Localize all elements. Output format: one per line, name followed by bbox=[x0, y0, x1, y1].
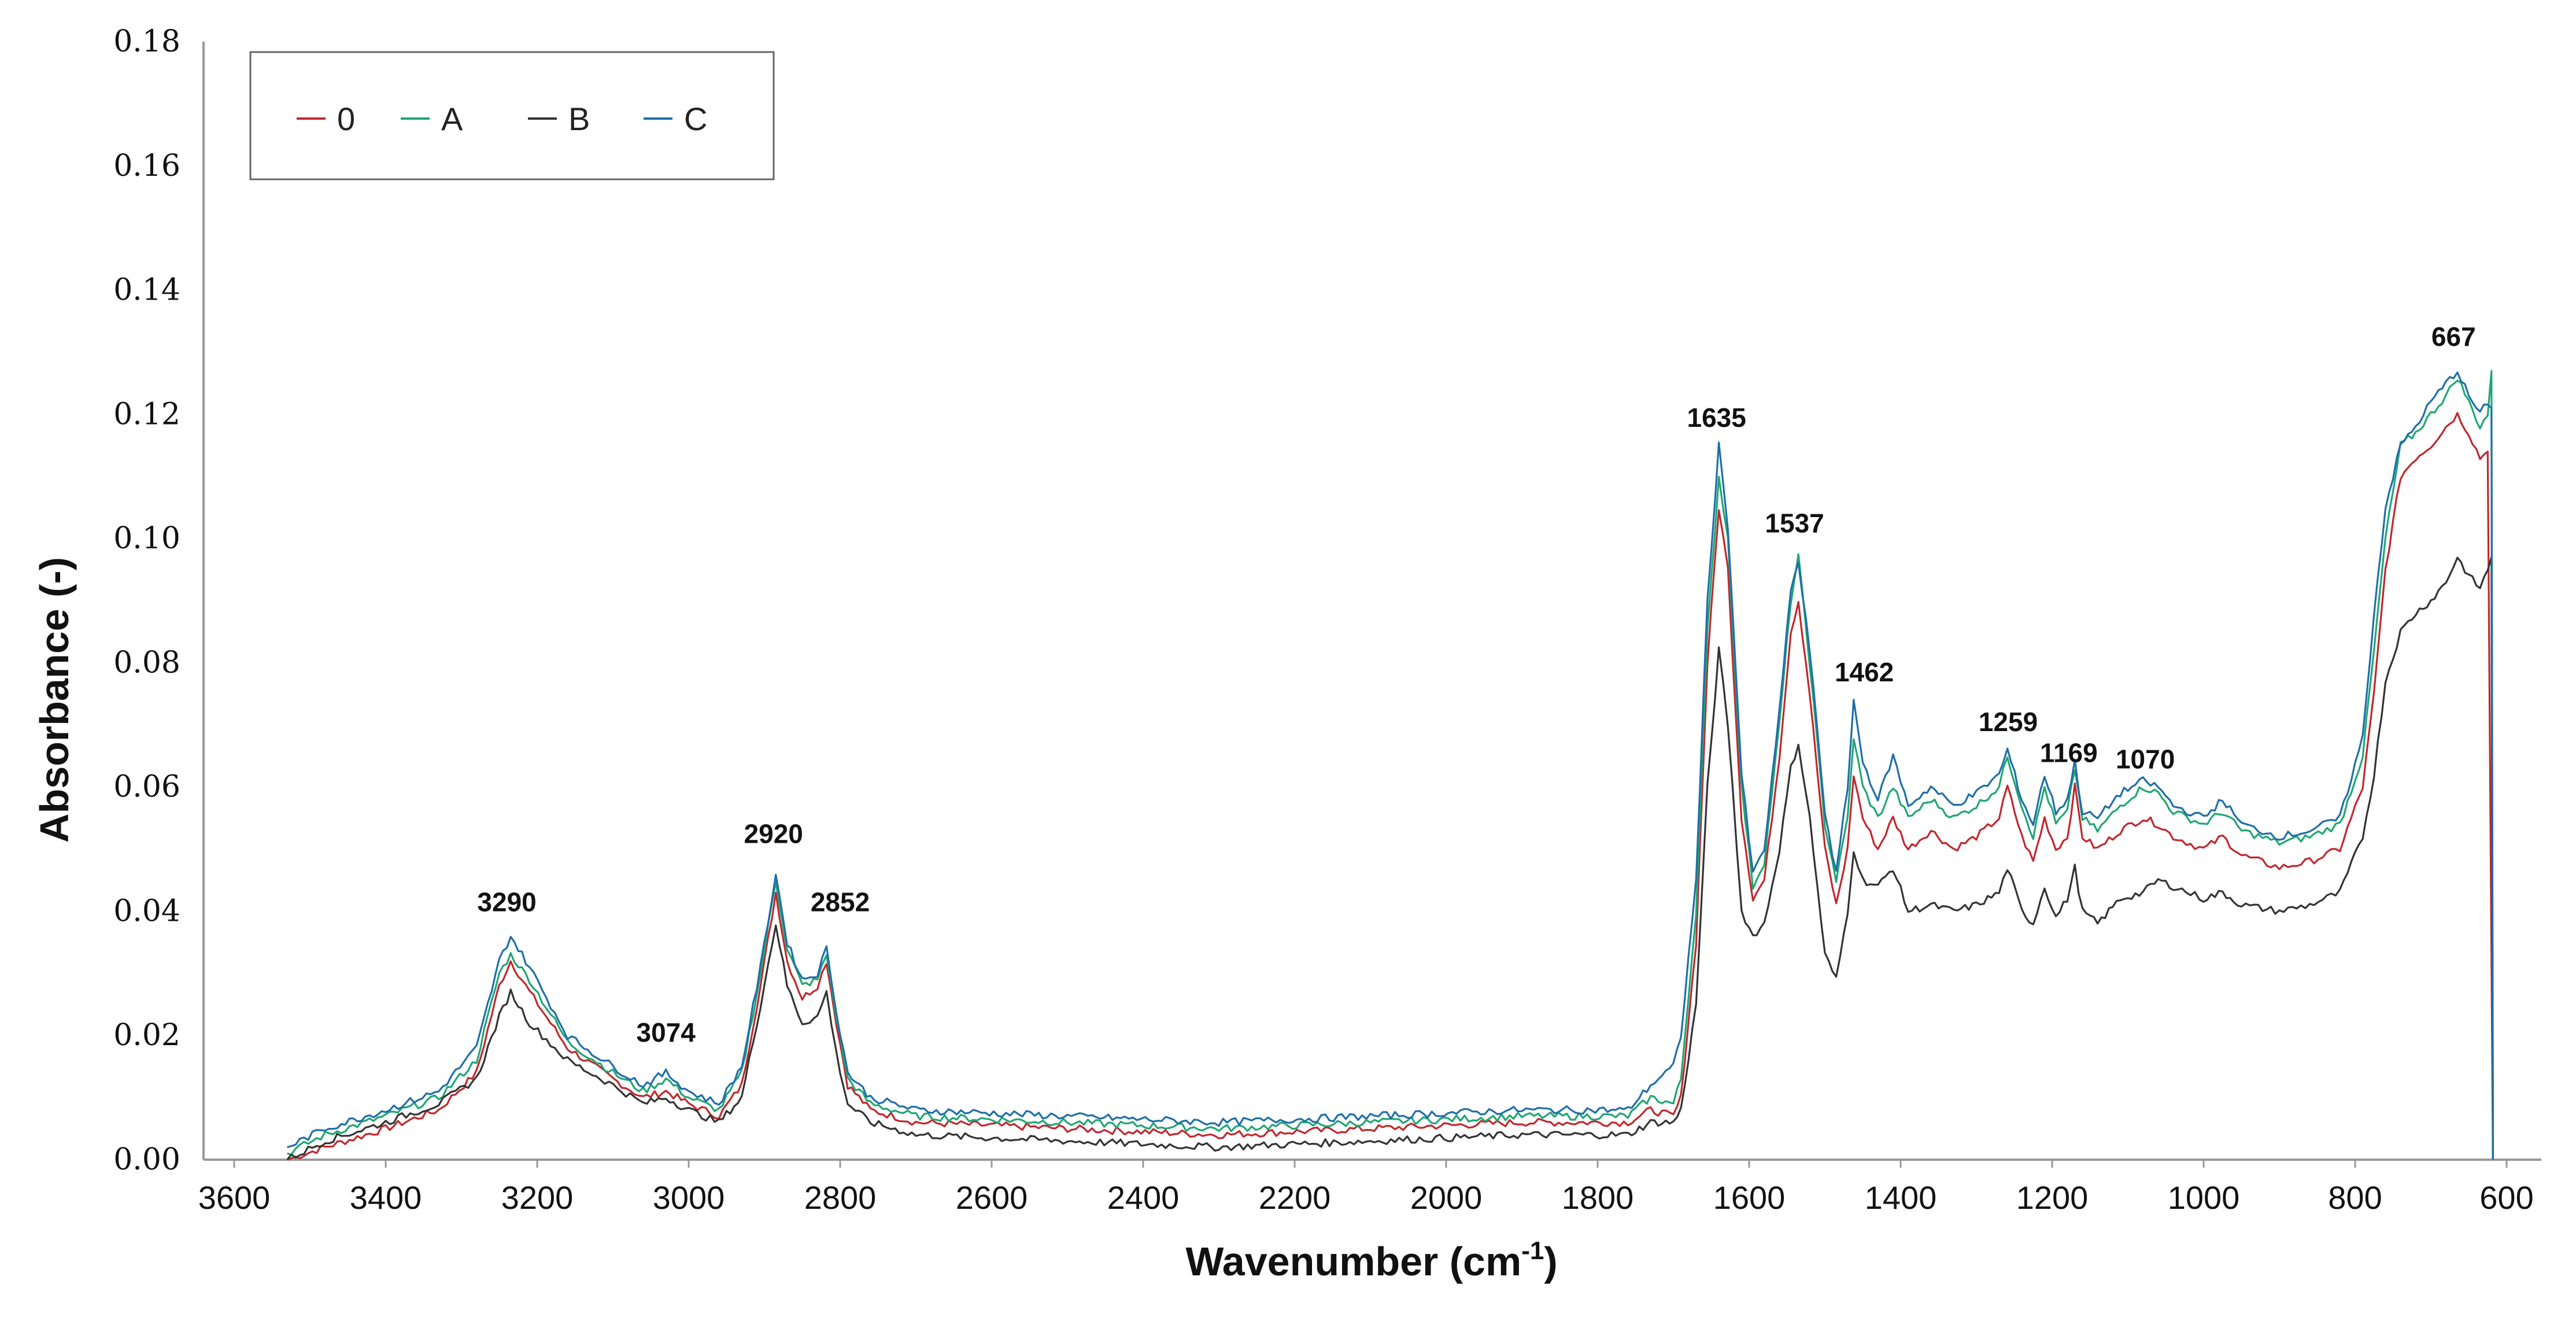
x-tick-label: 3600 bbox=[198, 1179, 271, 1216]
legend-label-C: C bbox=[684, 101, 707, 137]
x-tick-label: 3200 bbox=[501, 1179, 574, 1216]
peak-label: 1259 bbox=[1979, 707, 2038, 737]
x-tick-label: 3400 bbox=[350, 1179, 422, 1216]
x-tick-label: 2800 bbox=[804, 1179, 877, 1216]
x-axis-title-superscript: -1 bbox=[1521, 1237, 1544, 1265]
legend-label-A: A bbox=[441, 101, 463, 137]
x-tick-label: 2200 bbox=[1259, 1179, 1331, 1216]
peak-label: 1635 bbox=[1687, 403, 1746, 433]
y-tick-label: 0.14 bbox=[113, 273, 180, 308]
y-tick-label: 0.00 bbox=[113, 1142, 180, 1177]
x-tick-label: 2000 bbox=[1410, 1179, 1483, 1216]
y-tick-label: 0.04 bbox=[113, 894, 180, 928]
y-tick-label: 0.16 bbox=[113, 149, 180, 183]
peak-label: 2920 bbox=[744, 818, 803, 849]
y-tick-label: 0.18 bbox=[113, 24, 180, 59]
series-line-A bbox=[287, 370, 2494, 1160]
x-tick-label: 1200 bbox=[2016, 1179, 2089, 1216]
x-tick-label: 1800 bbox=[1562, 1179, 1634, 1216]
y-tick-label: 0.12 bbox=[113, 397, 180, 431]
x-tick-label: 600 bbox=[2479, 1179, 2533, 1216]
x-tick-label: 800 bbox=[2328, 1179, 2382, 1216]
series-line-C bbox=[287, 371, 2494, 1160]
peak-label: 3290 bbox=[477, 887, 536, 917]
x-axis-title-main: Wavenumber (cm bbox=[1185, 1239, 1521, 1284]
y-tick-label: 0.06 bbox=[113, 770, 180, 805]
peak-label: 1462 bbox=[1835, 657, 1894, 687]
y-tick-labels: 0.00 0.02 0.04 0.06 0.08 0.10 0.12 0.14 0.16 0.18 bbox=[113, 24, 180, 1177]
legend-label-B: B bbox=[568, 101, 590, 137]
legend-entries: 0 A B C bbox=[297, 101, 707, 137]
x-tick-label: 2400 bbox=[1107, 1179, 1180, 1216]
series-line-B bbox=[286, 556, 2494, 1161]
x-tick-label: 1000 bbox=[2168, 1179, 2240, 1216]
series-line-0 bbox=[287, 412, 2494, 1161]
legend-box bbox=[249, 51, 775, 180]
x-tick-label: 1400 bbox=[1865, 1179, 1937, 1216]
axes bbox=[202, 42, 2541, 1161]
legend-label-0: 0 bbox=[337, 101, 355, 137]
x-axis-title: Wavenumber (cm-1) bbox=[1185, 1237, 1557, 1284]
peak-label: 2852 bbox=[811, 887, 870, 917]
x-axis-title-end: ) bbox=[1544, 1239, 1557, 1284]
peak-label: 1537 bbox=[1765, 508, 1824, 538]
legend: 0 A B C bbox=[249, 51, 775, 180]
x-tick-label: 3000 bbox=[653, 1179, 725, 1216]
y-tick-label: 0.08 bbox=[113, 645, 180, 680]
x-tick-label: 1600 bbox=[1713, 1179, 1786, 1216]
y-tick-label: 0.02 bbox=[113, 1018, 180, 1053]
y-tick-label: 0.10 bbox=[113, 521, 180, 556]
peak-label: 1169 bbox=[2040, 738, 2098, 768]
peak-label: 667 bbox=[2431, 322, 2476, 352]
x-tick-label: 2600 bbox=[956, 1179, 1028, 1216]
peak-label: 3074 bbox=[637, 1017, 696, 1047]
series-layer bbox=[286, 370, 2494, 1161]
x-tick-labels: 3600 3400 3200 3000 2800 2600 2400 2200 2000 1800… bbox=[198, 1160, 2534, 1216]
peak-label: 1070 bbox=[2116, 744, 2175, 774]
y-axis-title: Absorbance (-) bbox=[32, 557, 77, 843]
